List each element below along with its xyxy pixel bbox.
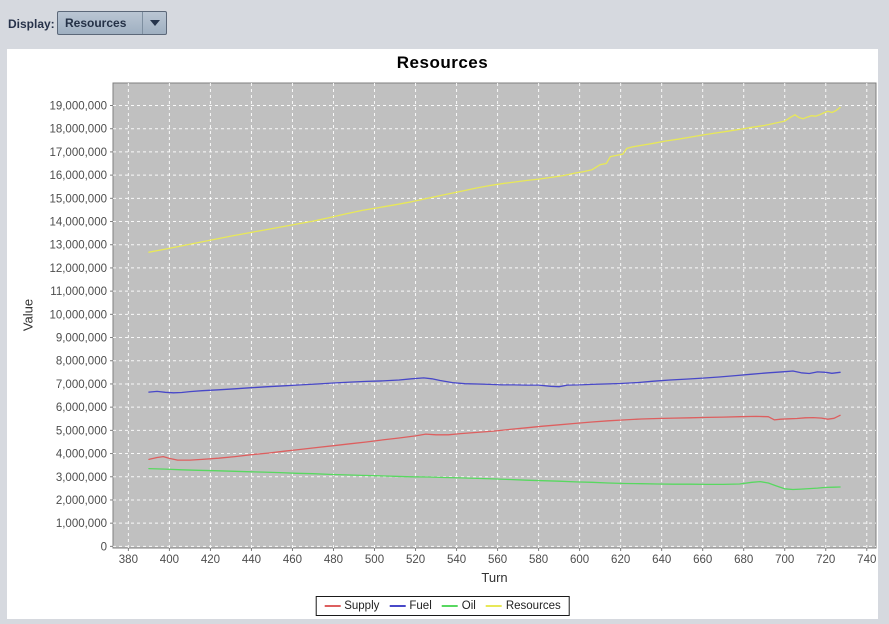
x-tick-label: 700: [775, 554, 794, 566]
y-tick-label: 14,000,000: [49, 217, 107, 229]
y-tick-label: 6,000,000: [56, 402, 107, 414]
x-tick-label: 640: [652, 554, 671, 566]
chart-panel: 380 400 420 440 460 480 500 520 540 560 580 600 620 6…: [7, 49, 878, 619]
display-label: Display:: [8, 17, 55, 31]
x-axis-label: Turn: [481, 570, 508, 585]
x-tick-label: 620: [611, 554, 630, 566]
x-tick-label: 660: [693, 554, 712, 566]
legend-item-fuel: Fuel: [389, 600, 432, 612]
y-tick-label: 13,000,000: [49, 240, 107, 252]
x-tick-label: 720: [816, 554, 835, 566]
legend-item-label: Resources: [505, 600, 561, 612]
series-line-supply: [148, 414, 841, 461]
legend-item-resources: Resources: [485, 600, 561, 612]
x-tick-label: 540: [447, 554, 466, 566]
legend-swatch-oil: [441, 605, 458, 607]
y-tick-label: 0: [101, 541, 107, 553]
legend-item-label: Oil: [461, 600, 476, 612]
y-tick-label: 3,000,000: [56, 472, 107, 484]
y-tick-label: 7,000,000: [56, 379, 107, 391]
x-tick-label: 440: [242, 554, 261, 566]
legend-item-supply: Supply: [324, 600, 379, 612]
x-tick-label: 420: [201, 554, 220, 566]
legend-item-oil: Oil: [441, 600, 476, 612]
y-tick-label: 8,000,000: [56, 356, 107, 368]
legend-swatch-supply: [324, 605, 341, 607]
y-tick-label: 11,000,000: [50, 286, 107, 298]
x-tick-label: 480: [324, 554, 343, 566]
y-tick-label: 4,000,000: [56, 449, 107, 461]
y-tick-label: 15,000,000: [49, 193, 107, 205]
x-tick-label: 580: [529, 554, 548, 566]
legend-item-label: Supply: [344, 600, 380, 612]
x-tick-label: 560: [488, 554, 507, 566]
legend: Supply Fuel Oil Resources: [315, 596, 570, 616]
plot-area-background: [112, 82, 877, 549]
combobox-selected-value[interactable]: Resources: [65, 16, 127, 30]
chevron-down-icon: [149, 20, 160, 26]
legend-item-label: Fuel: [409, 600, 432, 612]
y-tick-label: 9,000,000: [56, 333, 107, 345]
x-tick-label: 500: [365, 554, 384, 566]
x-tick-label: 380: [119, 554, 138, 566]
chart-title: Resources: [396, 53, 489, 72]
y-tick-label: 17,000,000: [49, 147, 107, 159]
x-tick-label: 600: [570, 554, 589, 566]
y-tick-label: 10,000,000: [49, 309, 107, 321]
y-tick-label: 1,000,000: [56, 518, 107, 530]
y-tick-label: 12,000,000: [49, 263, 107, 275]
y-tick-label: 19,000,000: [49, 101, 107, 113]
y-tick-label: 2,000,000: [56, 495, 107, 507]
x-tick-label: 520: [406, 554, 425, 566]
series-line-oil: [148, 467, 841, 491]
legend-swatch-resources: [485, 605, 502, 607]
legend-swatch-fuel: [389, 605, 406, 607]
x-tick-label: 400: [160, 554, 179, 566]
chart-plot[interactable]: 380 400 420 440 460 480 500 520 540 560 580 600 620 6…: [7, 49, 878, 619]
x-tick-label: 740: [857, 554, 876, 566]
x-tick-label: 460: [283, 554, 302, 566]
y-tick-label: 5,000,000: [56, 425, 107, 437]
combobox-arrow-button[interactable]: [142, 12, 166, 34]
toolbar: Display: Resources: [0, 0, 889, 46]
y-tick-label: 18,000,000: [49, 124, 107, 136]
y-tick-label: 16,000,000: [49, 170, 107, 182]
x-tick-label: 680: [734, 554, 753, 566]
y-axis-label: Value: [20, 298, 36, 332]
display-combobox[interactable]: Resources: [57, 11, 167, 35]
series-line-fuel: [148, 370, 841, 394]
series-line-resources: [148, 106, 841, 253]
